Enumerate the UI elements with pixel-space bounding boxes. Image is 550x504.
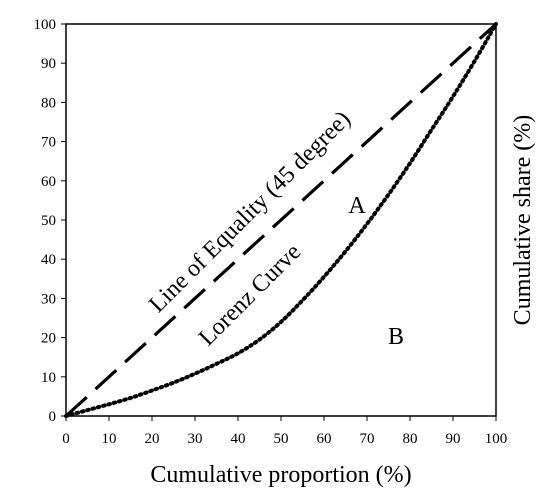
y-tick-label: 20 — [41, 331, 56, 347]
y-tick-label: 0 — [49, 409, 57, 425]
x-axis-ticks: 0 10 20 30 40 50 60 70 80 90 100 — [62, 416, 507, 447]
area-a-label: A — [348, 193, 366, 219]
y-axis-ticks: 0 10 20 30 40 50 60 70 80 90 100 — [34, 17, 66, 425]
y-tick-label: 30 — [41, 291, 56, 307]
x-tick-label: 20 — [145, 431, 160, 447]
y-tick-label: 80 — [41, 95, 56, 111]
y-tick-label: 60 — [41, 174, 56, 190]
y-tick-label: 90 — [41, 56, 56, 72]
x-tick-label: 40 — [231, 431, 246, 447]
x-tick-label: 0 — [62, 431, 70, 447]
y-tick-label: 50 — [41, 213, 56, 229]
x-tick-label: 60 — [317, 431, 332, 447]
y-axis-title: Cumulative share (%) — [510, 115, 536, 326]
y-tick-label: 10 — [41, 370, 56, 386]
x-tick-label: 30 — [188, 431, 203, 447]
y-tick-label: 70 — [41, 135, 56, 151]
x-tick-label: 100 — [485, 431, 508, 447]
x-axis-title: Cumulative proportion (%) — [150, 462, 411, 488]
x-tick-label: 50 — [274, 431, 289, 447]
lorenz-curve — [64, 22, 498, 418]
x-tick-label: 70 — [360, 431, 375, 447]
x-tick-label: 10 — [102, 431, 117, 447]
line-of-equality — [64, 22, 498, 418]
series-layer — [64, 22, 498, 418]
x-tick-label: 80 — [403, 431, 418, 447]
x-tick-label: 90 — [446, 431, 461, 447]
area-b-label: B — [388, 324, 404, 350]
y-tick-label: 100 — [34, 17, 57, 33]
y-tick-label: 40 — [41, 252, 56, 268]
